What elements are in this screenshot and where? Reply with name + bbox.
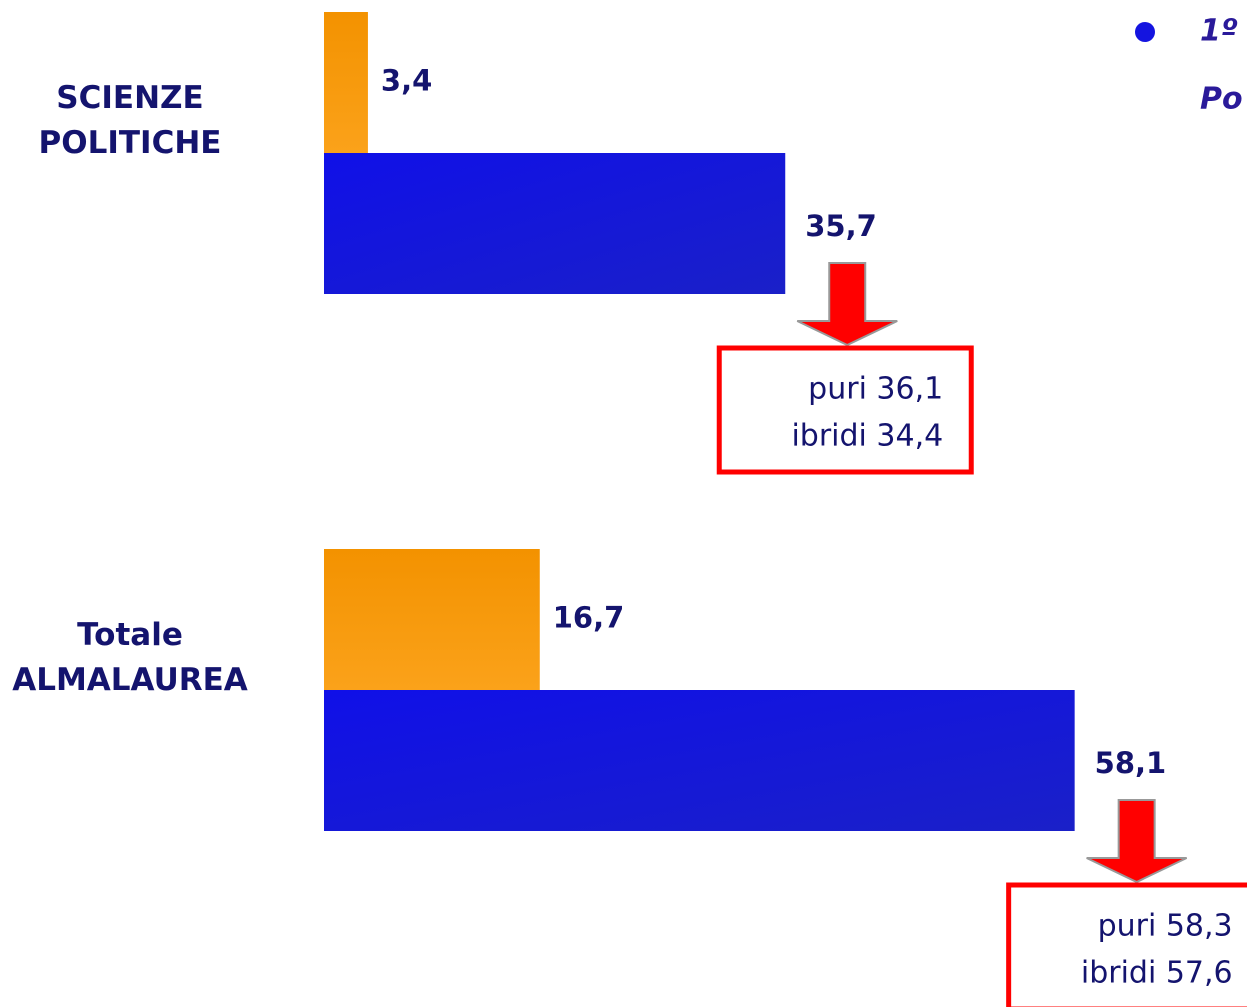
legend-text: 1º <box>1200 14 1238 49</box>
category-label: ALMALAUREA <box>12 662 248 698</box>
value-label: 3,4 <box>381 64 432 98</box>
annotation-box <box>1006 882 1247 1007</box>
category-label: Totale <box>77 617 183 653</box>
value-label: 35,7 <box>805 209 877 243</box>
arrow <box>1086 799 1188 884</box>
bar <box>324 549 540 690</box>
annotation-text: puri 58,3 <box>1098 909 1233 944</box>
legend-bullet <box>1135 22 1155 42</box>
annotation-text: puri 36,1 <box>808 372 943 407</box>
category-label: SCIENZE <box>56 80 203 116</box>
arrow <box>796 262 898 347</box>
bar <box>324 12 368 153</box>
legend-text: Po <box>1200 82 1243 117</box>
category-label: POLITICHE <box>39 125 222 161</box>
annotation-text: ibridi 34,4 <box>791 419 943 454</box>
value-label: 58,1 <box>1095 746 1167 780</box>
annotation-box <box>716 345 974 475</box>
bar <box>324 690 1075 831</box>
annotation-text: ibridi 57,6 <box>1081 956 1233 991</box>
value-label: 16,7 <box>553 601 625 635</box>
bar <box>324 153 786 294</box>
